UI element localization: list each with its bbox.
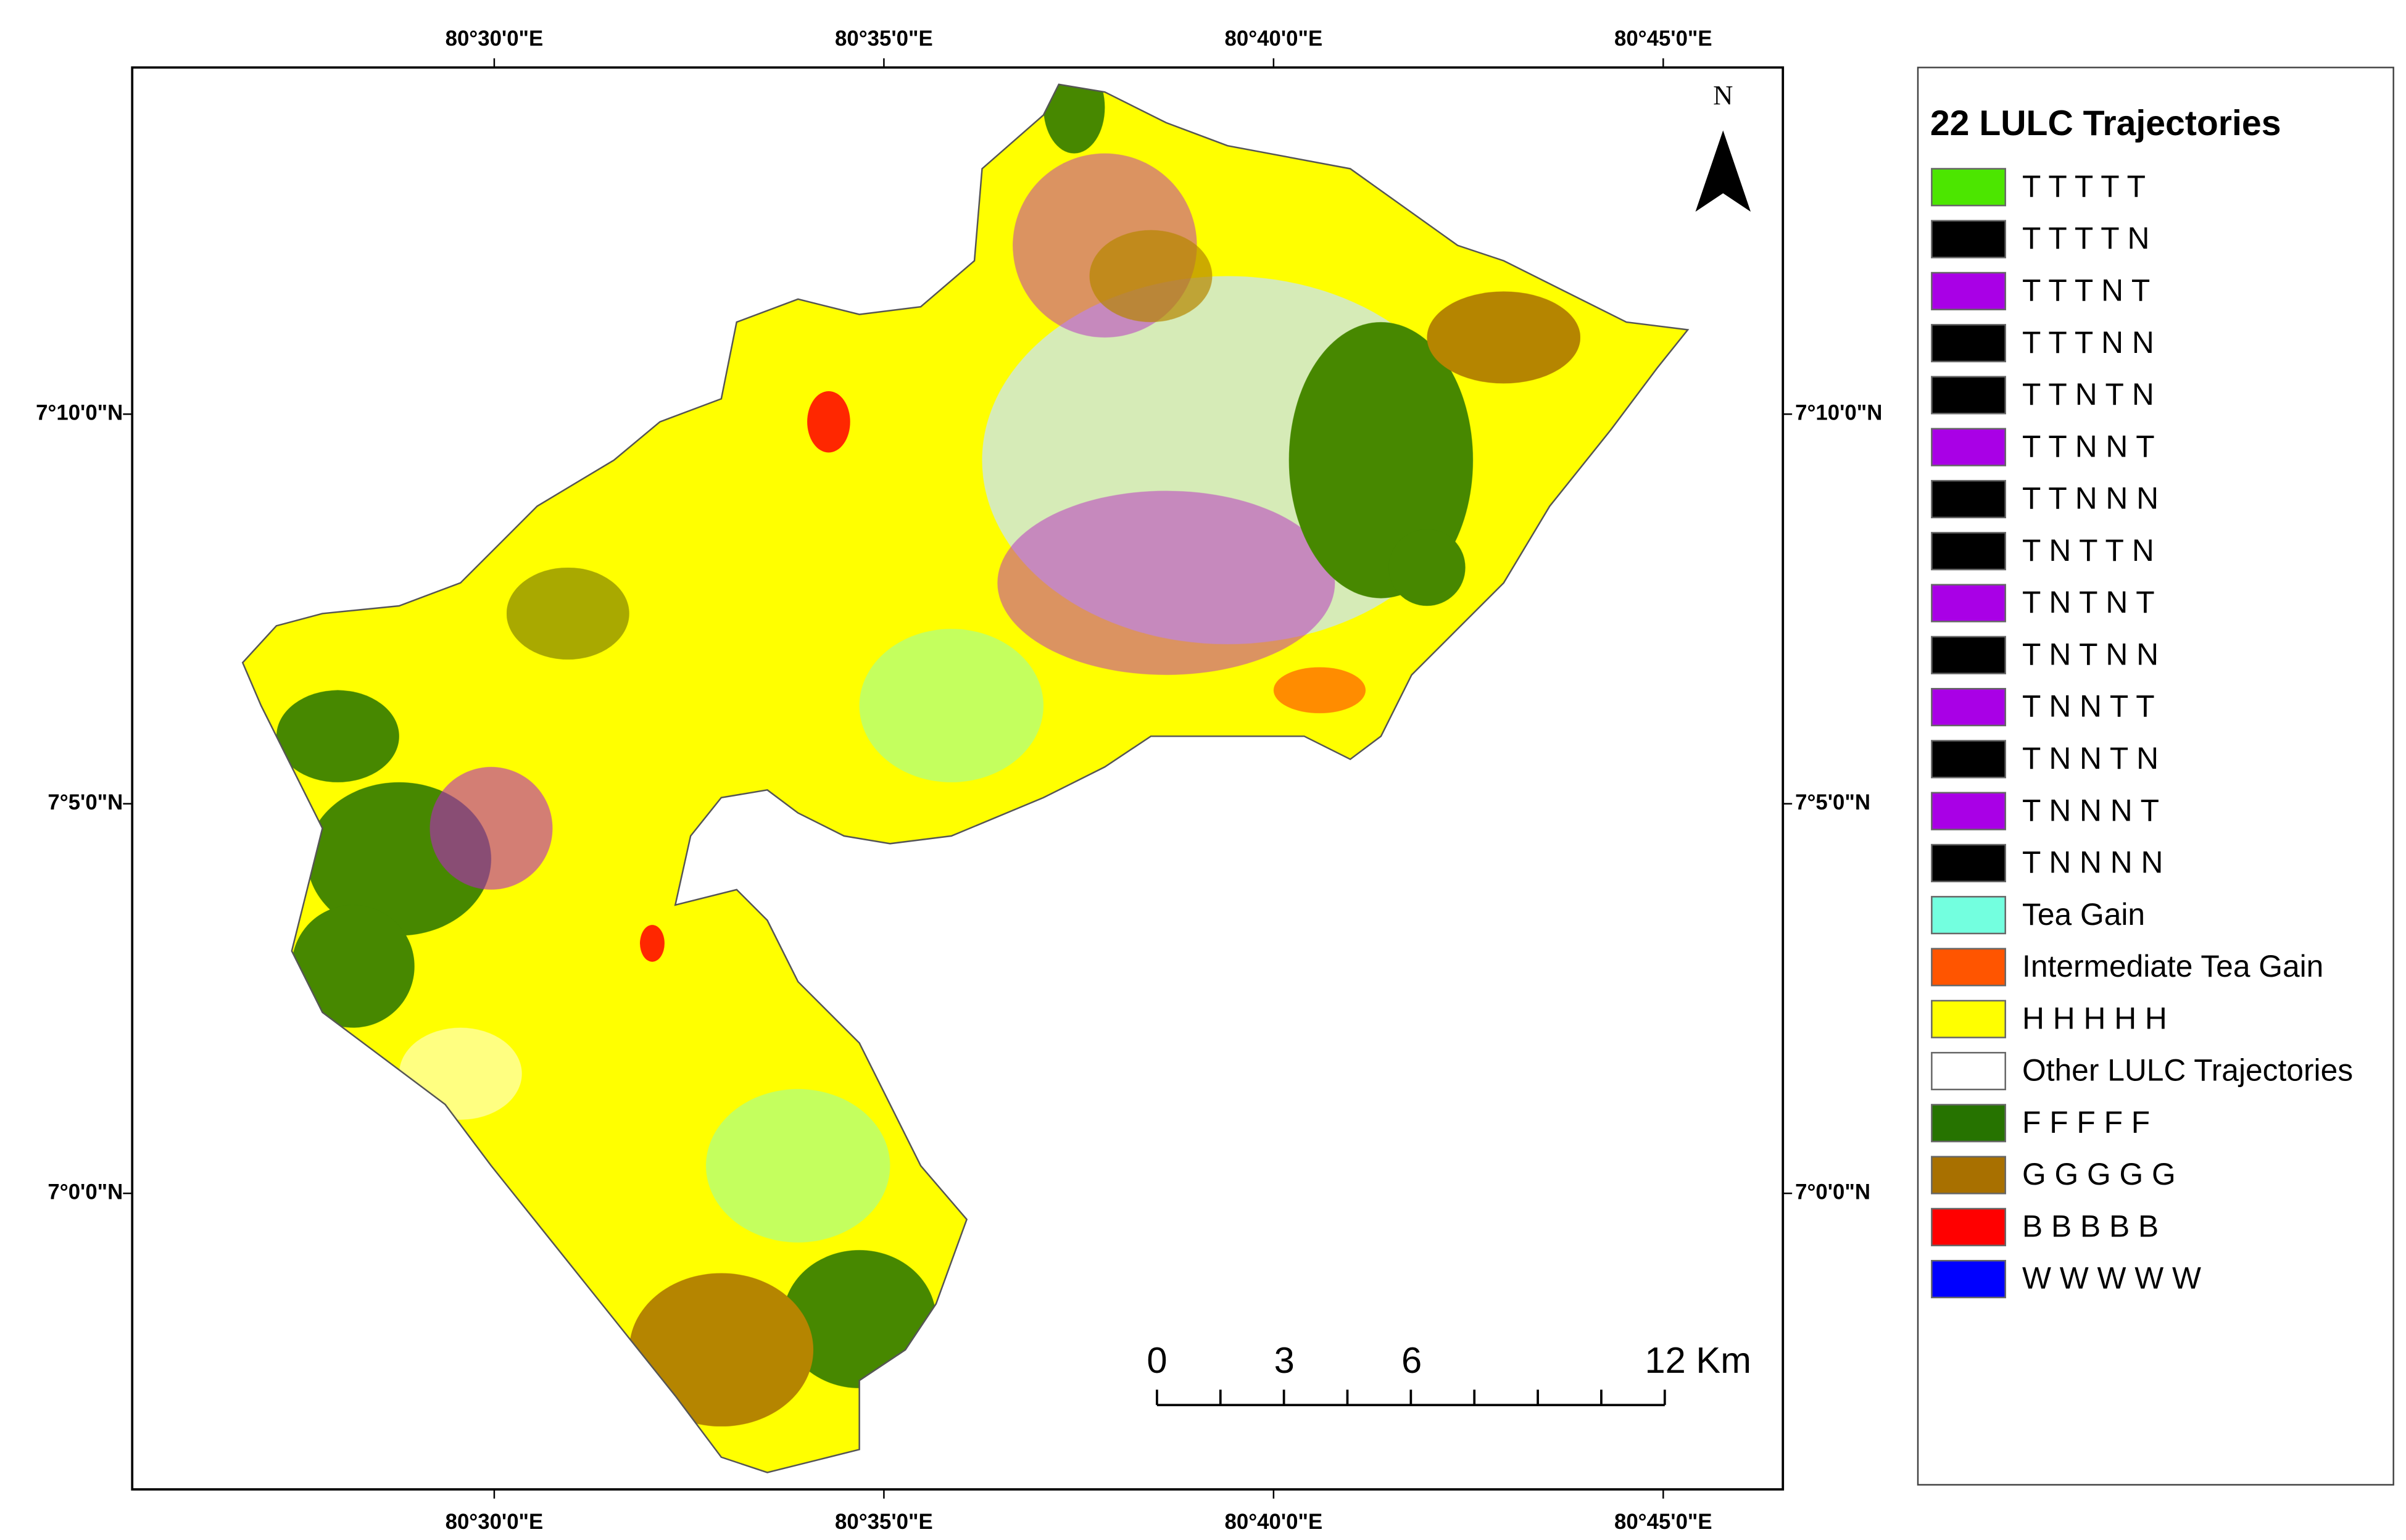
legend-title: 22 LULC Trajectories <box>1930 104 2281 143</box>
legend-label: F F F F F <box>2022 1105 2150 1140</box>
legend-label: G G G G G <box>2022 1157 2176 1191</box>
scale-bar: 0 3 6 12 Km <box>1147 1339 1751 1407</box>
patches <box>276 84 1581 1427</box>
right-coordinate: 7°5'0"N <box>1795 790 1870 814</box>
legend-label: Tea Gain <box>2022 897 2145 932</box>
legend-swatch <box>1931 428 2006 466</box>
legend-swatch <box>1931 687 2006 727</box>
legend-swatch <box>1931 843 2006 882</box>
legend-swatch <box>1931 740 2006 779</box>
legend-swatch <box>1931 1051 2006 1091</box>
legend-swatch <box>1931 1207 2006 1246</box>
legend-label: T T T T T <box>2022 169 2146 204</box>
legend-label: T T N N T <box>2022 429 2155 463</box>
top-coordinate: 80°45'0"E <box>1614 27 1712 51</box>
bottom-coordinate: 80°30'0"E <box>446 1510 544 1534</box>
scale-label: 6 <box>1401 1339 1422 1381</box>
legend-swatch <box>1931 1000 2006 1038</box>
left-coordinate: 7°0'0"N <box>48 1180 123 1204</box>
legend-swatch <box>1931 376 2006 415</box>
left-coordinate: 7°10'0"N <box>36 400 123 424</box>
top-coordinate: 80°35'0"E <box>835 27 933 51</box>
legend-swatch <box>1931 635 2006 674</box>
legend-label: T T T T N <box>2022 221 2149 255</box>
legend-swatch <box>1931 896 2006 935</box>
legend-label: Other LULC Trajectories <box>2022 1053 2353 1088</box>
legend-swatch <box>1931 1156 2006 1194</box>
legend-label: T N N T T <box>2022 689 2155 724</box>
bottom-coordinate: 80°45'0"E <box>1614 1510 1712 1534</box>
legend-label: T T N T N <box>2022 377 2154 412</box>
legend-swatch <box>1931 1104 2006 1143</box>
scale-label: 0 <box>1147 1339 1167 1381</box>
legend-label: T N T T N <box>2022 533 2154 568</box>
legend-label: T T N N N <box>2022 481 2159 516</box>
legend-swatch <box>1931 792 2006 830</box>
legend-label: T N T N T <box>2022 585 2155 619</box>
legend-swatch <box>1931 584 2006 623</box>
right-coordinate: 7°10'0"N <box>1795 400 1882 424</box>
legend-swatch <box>1931 271 2006 310</box>
left-coordinate: 7°5'0"N <box>48 790 123 814</box>
legend-swatch <box>1931 220 2006 259</box>
legend-swatch <box>1931 532 2006 571</box>
legend-label: T T T N N <box>2022 325 2154 360</box>
right-coordinate: 7°0'0"N <box>1795 1180 1870 1204</box>
scale-label: 3 <box>1274 1339 1295 1381</box>
legend-label: T N N T N <box>2022 741 2159 776</box>
top-coordinate: 80°30'0"E <box>446 27 544 51</box>
legend-swatch <box>1931 168 2006 207</box>
north-arrow <box>1695 130 1751 212</box>
bottom-coordinate: 80°35'0"E <box>835 1510 933 1534</box>
scale-label: 12 Km <box>1645 1339 1751 1381</box>
legend-swatch <box>1931 479 2006 519</box>
legend-label: W W W W W <box>2022 1261 2201 1296</box>
legend-label: T N N N N <box>2022 845 2163 880</box>
bottom-coordinate: 80°40'0"E <box>1225 1510 1323 1534</box>
legend-label: T N T N N <box>2022 637 2159 671</box>
top-coordinate: 80°40'0"E <box>1225 27 1323 51</box>
legend-label: H H H H H <box>2022 1001 2167 1035</box>
legend-label: T N N N T <box>2022 793 2159 827</box>
legend-label: T T T N T <box>2022 273 2150 307</box>
north-label: N <box>1713 80 1733 110</box>
legend-swatch <box>1931 324 2006 363</box>
legend-label: Intermediate Tea Gain <box>2022 949 2323 983</box>
legend-swatch <box>1931 948 2006 987</box>
legend-label: B B B B B <box>2022 1209 2159 1243</box>
legend-swatch <box>1931 1260 2006 1299</box>
